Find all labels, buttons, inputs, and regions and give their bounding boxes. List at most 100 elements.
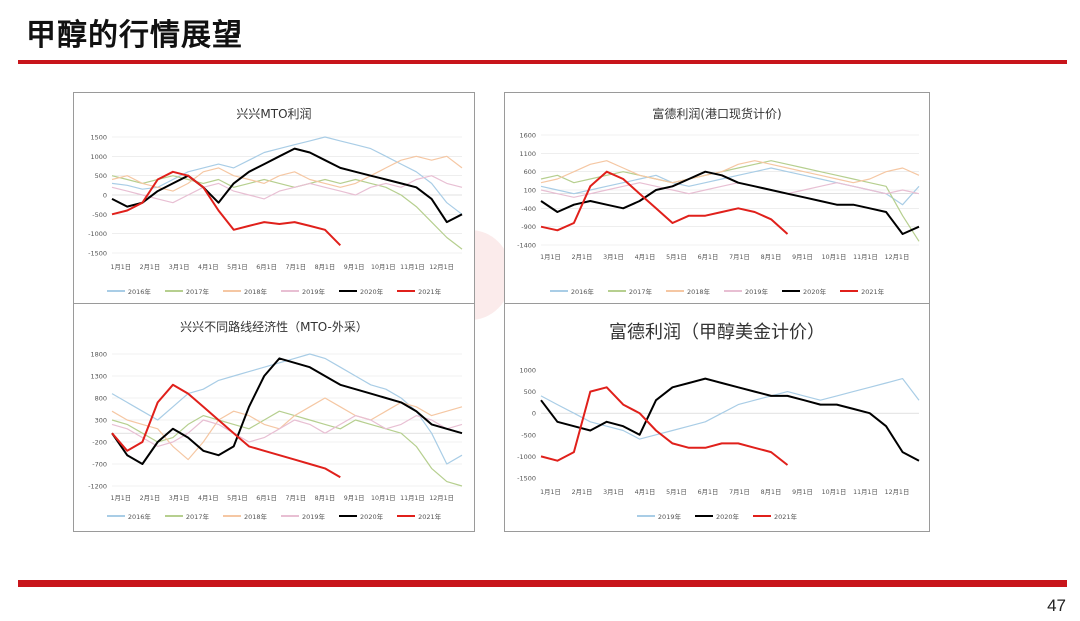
x-tick-label: 3月1日 xyxy=(603,488,624,496)
x-tick-label: 5月1日 xyxy=(227,263,248,271)
legend-swatch xyxy=(840,290,859,292)
legend-label: 2016年 xyxy=(570,288,594,296)
series-line xyxy=(540,377,920,462)
x-tick-label: 5月1日 xyxy=(227,494,248,502)
legend-swatch xyxy=(164,290,183,292)
series-line xyxy=(540,386,789,466)
x-tick-label: 3月1日 xyxy=(603,253,624,261)
x-tick-label: 8月1日 xyxy=(761,488,782,496)
y-tick-label: 1600 xyxy=(519,132,536,140)
x-tick-label: 10月1日 xyxy=(822,488,847,496)
x-tick-label: 6月1日 xyxy=(698,253,719,261)
legend-swatch xyxy=(281,515,299,517)
page-number: 47 xyxy=(1047,596,1066,615)
legend-swatch xyxy=(607,290,626,292)
legend-label: 2021年 xyxy=(418,513,442,521)
legend-label: 2019年 xyxy=(745,288,769,296)
legend-label: 2017年 xyxy=(185,288,209,296)
x-tick-label: 3月1日 xyxy=(169,263,190,271)
legend-item: 2017年 xyxy=(164,511,209,521)
x-tick-label: 6月1日 xyxy=(698,488,719,496)
series-line xyxy=(540,377,920,440)
legend-swatch xyxy=(106,515,125,517)
x-tick-label: 9月1日 xyxy=(792,488,813,496)
series-line xyxy=(111,155,463,192)
x-tick-label: 3月1日 xyxy=(169,494,190,502)
x-tick-label: 11月1日 xyxy=(853,488,878,496)
x-tick-label: 7月1日 xyxy=(285,263,306,271)
x-tick-label: 11月1日 xyxy=(400,263,425,271)
legend-item: 2021年 xyxy=(397,511,441,521)
y-tick-label: -700 xyxy=(92,461,107,469)
y-tick-label: -900 xyxy=(521,223,536,231)
y-tick-label: -200 xyxy=(92,439,107,447)
series-line xyxy=(111,147,463,224)
y-tick-label: 300 xyxy=(95,417,107,425)
legend-item: 2017年 xyxy=(164,286,209,296)
x-tick-label: 4月1日 xyxy=(198,494,219,502)
x-tick-label: 12月1日 xyxy=(429,263,454,271)
y-tick-label: 1300 xyxy=(90,373,107,381)
series-line xyxy=(111,410,463,487)
legend-label: 2018年 xyxy=(243,513,267,521)
y-tick-label: -1500 xyxy=(517,475,536,483)
legend-swatch xyxy=(782,290,801,292)
legend-item: 2019年 xyxy=(724,286,768,296)
legend-item: 2021年 xyxy=(397,286,441,296)
legend-label: 2019年 xyxy=(302,288,326,296)
legend-label: 2021年 xyxy=(861,288,885,296)
title-underline xyxy=(18,60,1067,64)
legend-item: 2021年 xyxy=(753,511,797,521)
legend-item: 2020年 xyxy=(694,511,739,521)
chart-title: 兴兴MTO利润 xyxy=(236,107,312,121)
legend-label: 2017年 xyxy=(185,513,209,521)
legend-item: 2020年 xyxy=(339,286,383,296)
y-tick-label: 1000 xyxy=(90,153,107,161)
x-tick-label: 10月1日 xyxy=(822,253,847,261)
x-tick-label: 12月1日 xyxy=(885,253,910,261)
legend-swatch xyxy=(339,515,358,517)
x-tick-label: 2月1日 xyxy=(140,494,161,502)
series-line xyxy=(111,353,463,465)
y-tick-label: -500 xyxy=(521,431,536,439)
chart-legend: 2016年 2017年 2018年 2019年 2020年 2021年 xyxy=(74,511,474,521)
legend-swatch xyxy=(164,515,183,517)
legend-swatch xyxy=(222,290,241,292)
legend-item: 2016年 xyxy=(106,286,151,296)
x-tick-label: 2月1日 xyxy=(140,263,161,271)
y-tick-label: 100 xyxy=(524,187,536,195)
legend-item: 2020年 xyxy=(339,511,383,521)
legend-label: 2020年 xyxy=(360,513,384,521)
x-tick-label: 6月1日 xyxy=(256,494,277,502)
y-tick-label: -400 xyxy=(521,205,536,213)
y-tick-label: -500 xyxy=(92,211,107,219)
chart-panel-fude-usd: 1000 500 0 -500 -1000 -1500 1月1日 2月1日 3月1日 4月1日 5月… xyxy=(504,303,930,532)
legend-item: 2019年 xyxy=(636,511,681,521)
legend-label: 2018年 xyxy=(243,288,267,296)
x-tick-label: 7月1日 xyxy=(729,488,750,496)
x-tick-label: 8月1日 xyxy=(315,263,336,271)
x-tick-label: 4月1日 xyxy=(635,488,656,496)
series-line xyxy=(540,170,789,235)
legend-item: 2019年 xyxy=(281,286,325,296)
legend-swatch xyxy=(753,515,772,517)
legend-swatch xyxy=(106,290,125,292)
x-tick-label: 8月1日 xyxy=(315,494,336,502)
legend-swatch xyxy=(397,515,416,517)
x-tick-label: 1月1日 xyxy=(540,253,561,261)
x-tick-label: 2月1日 xyxy=(572,488,593,496)
series-line xyxy=(111,414,463,447)
y-tick-label: 1500 xyxy=(90,134,107,142)
legend-item: 2019年 xyxy=(281,511,325,521)
x-tick-label: 9月1日 xyxy=(792,253,813,261)
x-tick-label: 5月1日 xyxy=(666,253,687,261)
legend-item: 2016年 xyxy=(106,511,151,521)
footer-rule xyxy=(18,580,1067,587)
legend-swatch xyxy=(549,290,568,292)
x-tick-label: 12月1日 xyxy=(429,494,454,502)
chart-legend: 2019年 2020年 2021年 xyxy=(505,511,929,521)
x-tick-label: 1月1日 xyxy=(110,263,131,271)
legend-label: 2016年 xyxy=(127,513,151,521)
y-tick-label: 1100 xyxy=(519,150,536,158)
